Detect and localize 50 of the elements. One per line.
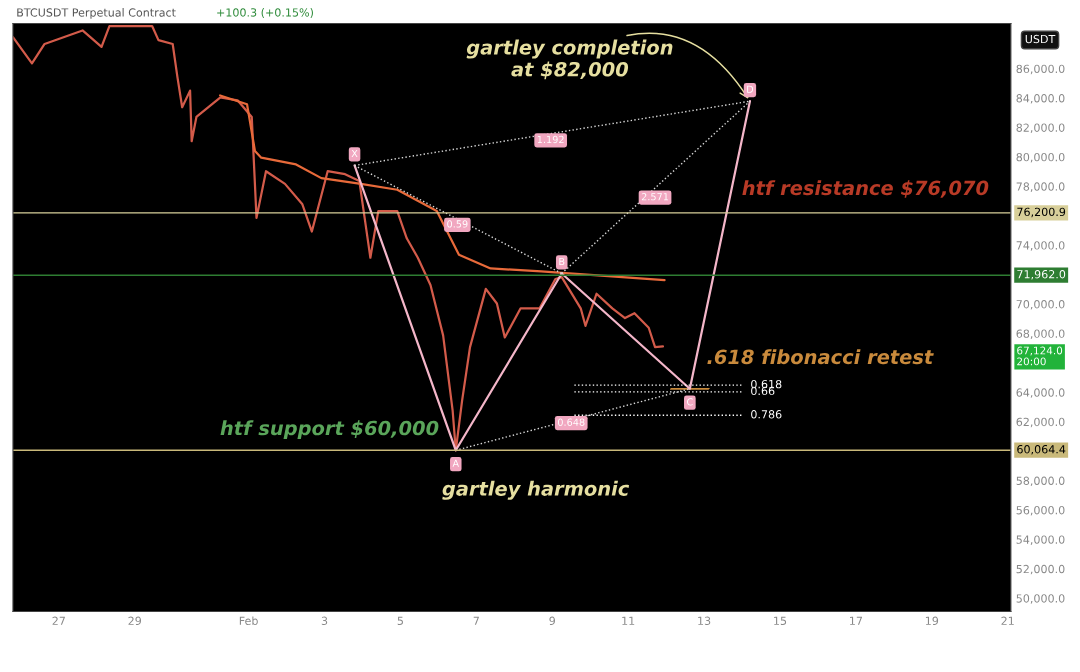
text: USDT bbox=[1025, 34, 1056, 44]
annotation: D bbox=[747, 85, 754, 93]
x-tick-label: 17 bbox=[850, 616, 863, 625]
y-tick-label: 64,000.0 bbox=[1016, 388, 1065, 398]
annotation: gartley completion at $82,000 bbox=[466, 39, 673, 80]
annotation: 0.59 bbox=[447, 220, 468, 228]
x-tick-label: 29 bbox=[128, 616, 142, 625]
annotation: htf support $60,000 bbox=[220, 420, 439, 440]
y-tick-label: 70,000.0 bbox=[1016, 300, 1065, 310]
x-tick-label: 9 bbox=[549, 616, 555, 625]
y-tick-label: 52,000.0 bbox=[1016, 564, 1065, 575]
annotation: 0.648 bbox=[557, 418, 585, 426]
y-tick-label: 82,000.0 bbox=[1016, 123, 1065, 134]
x-tick-label: Feb bbox=[239, 616, 258, 625]
series-label: 0.786 bbox=[751, 410, 782, 419]
x-tick-label: 13 bbox=[698, 616, 711, 625]
y-tick-label: 84,000.0 bbox=[1016, 94, 1065, 104]
x-tick-label: 27 bbox=[52, 616, 65, 625]
annotation: 1.192 bbox=[537, 135, 564, 144]
y-tick-label: 68,000.0 bbox=[1016, 329, 1065, 339]
x-tick-label: 5 bbox=[397, 616, 403, 625]
y-tick-label: 74,000.0 bbox=[1016, 241, 1065, 251]
y-tick-label: 62,000.0 bbox=[1016, 417, 1065, 428]
chart-title: BTCUSDT Perpetual Contract bbox=[17, 8, 176, 19]
annotation: htf resistance $76,070 bbox=[742, 180, 989, 198]
annotation: gartley harmonic bbox=[442, 480, 630, 500]
y-tick-label: 86,000.0 bbox=[1016, 64, 1065, 75]
chart-subtitle: +100.3 (+0.15%) bbox=[217, 8, 313, 18]
annotation: 2.571 bbox=[641, 193, 669, 201]
x-tick-label: 15 bbox=[774, 616, 787, 625]
annotation: A bbox=[452, 459, 460, 467]
y-tick-label: 78,000.0 bbox=[1016, 182, 1065, 192]
ref-line-label: 60,064.4 bbox=[1017, 445, 1066, 455]
annotation: .618 fibonacci retest bbox=[707, 349, 934, 365]
y-tick-label: 50,000.0 bbox=[1016, 594, 1065, 604]
annotation: B bbox=[559, 257, 565, 266]
x-tick-label: 7 bbox=[473, 616, 479, 625]
y-tick-label: 56,000.0 bbox=[1016, 505, 1065, 516]
x-tick-label: 3 bbox=[321, 616, 328, 625]
y-tick-label: 58,000.0 bbox=[1016, 476, 1065, 487]
y-tick-label: 54,000.0 bbox=[1016, 535, 1065, 545]
x-tick-label: 11 bbox=[622, 616, 635, 625]
annotation: X bbox=[351, 149, 358, 158]
y-tick-label: 80,000.0 bbox=[1016, 152, 1065, 163]
ref-line-label: 71,962.0 bbox=[1017, 270, 1066, 280]
text: 67,124.0 20:00 bbox=[1017, 346, 1063, 366]
annotation: C bbox=[686, 398, 693, 406]
x-tick-label: 21 bbox=[1001, 616, 1014, 625]
x-tick-label: 19 bbox=[925, 616, 939, 625]
ref-line-label: 76,200.9 bbox=[1017, 207, 1066, 218]
